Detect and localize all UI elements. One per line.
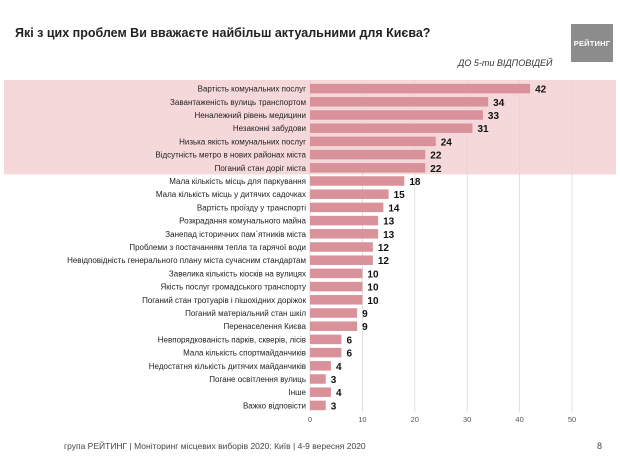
category-label: Вартість проїзду у транспорті: [197, 203, 306, 212]
data-label: 6: [346, 349, 352, 360]
data-label: 10: [367, 269, 379, 280]
data-label: 3: [331, 375, 337, 386]
data-label: 24: [441, 137, 453, 148]
category-label: Неналежний рівень медицини: [194, 111, 306, 120]
data-label: 10: [367, 296, 379, 307]
category-label: Невпорядкованість парків, скверів, лісів: [158, 335, 306, 344]
bar: [310, 229, 379, 239]
category-label: Погане освітлення вулиць: [209, 375, 306, 384]
bar: [310, 281, 363, 292]
data-label: 12: [378, 256, 390, 267]
rating-logo: РЕЙТИНГ: [571, 24, 613, 62]
bar: [310, 295, 363, 305]
category-label: Низька якість комунальних послуг: [179, 137, 306, 146]
bar: [310, 123, 473, 133]
bar: [310, 374, 326, 384]
bar: [310, 334, 342, 345]
data-label: 22: [430, 164, 442, 175]
bar: [310, 110, 483, 120]
category-label: Поганий стан доріг міста: [215, 164, 307, 173]
category-label: Невідповідність генерального плану міста…: [67, 256, 306, 265]
data-label: 13: [383, 230, 395, 241]
bar: [310, 97, 489, 107]
category-label: Мала кількість місць для паркування: [169, 177, 306, 186]
bar: [310, 400, 326, 411]
x-tick-label: 50: [568, 415, 576, 424]
x-tick-label: 0: [308, 415, 312, 424]
category-label: Перенаселення Києва: [224, 322, 307, 331]
category-label: Мала кількість спортмайданчиків: [183, 349, 306, 358]
page-title: Які з цих проблем Ви вважаєте найбільш а…: [15, 26, 431, 40]
bar: [310, 268, 363, 279]
category-label: Мала кількість місць у дитячих садочках: [156, 190, 306, 199]
data-label: 15: [394, 190, 406, 201]
bar: [310, 189, 389, 199]
bar: [310, 321, 358, 331]
bar: [310, 361, 331, 371]
x-tick-label: 30: [463, 415, 471, 424]
category-label: Поганий стан тротуарів і пішохідних дорі…: [142, 296, 306, 305]
category-label: Проблеми з постачанням тепла та гарячої …: [129, 243, 306, 252]
data-label: 3: [331, 401, 337, 412]
bar: [310, 308, 358, 318]
source-footer: група РЕЙТИНГ | Моніторинг місцевих вибо…: [64, 441, 366, 451]
bar: [310, 242, 373, 252]
category-label: Вартість комунальних послуг: [198, 85, 306, 94]
data-label: 4: [336, 362, 342, 373]
category-label: Важко відповісти: [243, 401, 306, 410]
bar: [310, 136, 436, 147]
data-label: 9: [362, 322, 368, 333]
bar: [310, 149, 426, 160]
data-label: 6: [346, 335, 352, 346]
bar: [310, 387, 331, 397]
data-label: 4: [336, 388, 342, 399]
category-label: Розкрадання комунального майна: [179, 217, 306, 226]
bar: [310, 202, 384, 213]
data-label: 33: [488, 111, 500, 122]
x-tick-label: 10: [358, 415, 366, 424]
data-label: 12: [378, 243, 390, 254]
bar: [310, 215, 379, 226]
category-label: Якість послуг громадського транспорту: [160, 283, 306, 292]
answers-note: ДО 5-ти ВІДПОВІДЕЙ: [458, 58, 553, 68]
data-label: 18: [409, 177, 421, 188]
data-label: 13: [383, 217, 395, 228]
bar: [310, 255, 373, 265]
logo-text: РЕЙТИНГ: [573, 38, 611, 48]
data-label: 9: [362, 309, 368, 320]
x-tick-label: 40: [515, 415, 523, 424]
bar: [310, 83, 531, 94]
data-label: 10: [367, 283, 379, 294]
category-label: Занепад історичних пам`ятників міста: [165, 230, 306, 239]
data-label: 34: [493, 98, 505, 109]
data-label: 22: [430, 151, 442, 162]
category-label: Недостатня кількість дитячих майданчиків: [149, 362, 306, 371]
category-label: Поганий матеріальний стан шкіл: [185, 309, 306, 318]
category-label: Незаконні забудови: [233, 124, 306, 133]
bar: [310, 176, 405, 186]
data-label: 42: [535, 85, 547, 96]
x-tick-label: 20: [411, 415, 419, 424]
category-label: Відсутність метро в нових районах міста: [155, 151, 306, 160]
category-label: Завелика кількість кіосків на вулицях: [169, 269, 306, 278]
bar: [310, 347, 342, 358]
data-label: 31: [477, 124, 489, 135]
data-label: 14: [388, 203, 400, 214]
bar: [310, 163, 426, 173]
category-label: Завантаженість вулиць транспортом: [170, 98, 306, 107]
page-number: 8: [597, 441, 603, 451]
category-label: Інше: [288, 388, 306, 397]
